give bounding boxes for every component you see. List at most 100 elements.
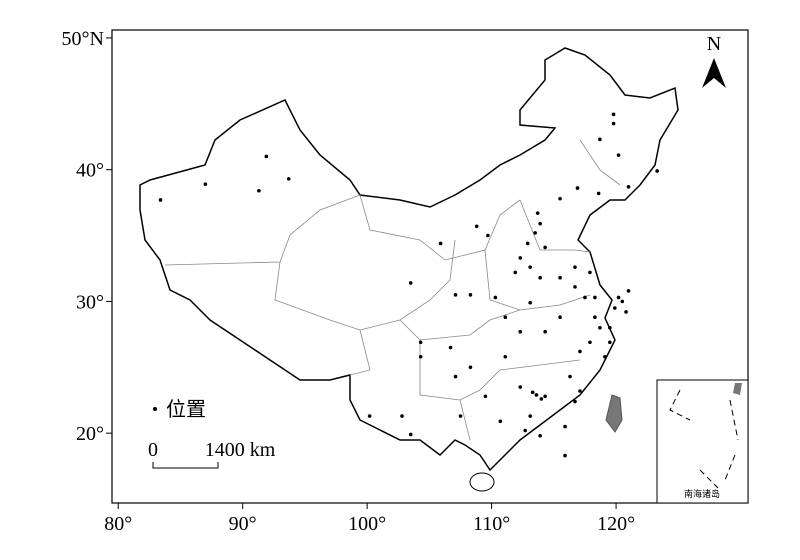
location-point xyxy=(264,154,269,159)
location-point xyxy=(538,221,542,226)
border xyxy=(349,329,371,376)
scale-bar xyxy=(152,462,219,469)
scale-end-label: 1400 km xyxy=(205,439,276,461)
location-point xyxy=(563,424,567,429)
location-point xyxy=(498,419,503,424)
location-point xyxy=(626,289,631,293)
location-point xyxy=(624,310,628,314)
north-arrow xyxy=(702,58,726,88)
location-point xyxy=(525,241,530,246)
location-point xyxy=(655,169,659,173)
x-tick-label: 80° xyxy=(104,513,132,535)
location-point xyxy=(453,293,458,297)
location-point xyxy=(408,281,413,285)
location-point xyxy=(593,315,597,320)
location-point xyxy=(483,394,488,399)
location-point xyxy=(503,354,508,359)
location-point xyxy=(596,191,601,196)
location-point xyxy=(563,453,567,458)
location-point xyxy=(543,394,547,399)
inset-label: 南海诸岛 xyxy=(684,488,720,499)
location-point xyxy=(578,349,582,354)
scale-start-label: 0 xyxy=(148,439,158,461)
y-tick-label: 40° xyxy=(76,160,104,182)
inset-taiwan xyxy=(733,383,742,395)
location-point xyxy=(575,186,580,190)
location-point xyxy=(438,241,443,246)
location-point xyxy=(598,325,602,330)
location-point xyxy=(513,270,518,275)
border xyxy=(359,194,521,261)
location-point xyxy=(468,365,473,370)
location-point xyxy=(603,354,607,359)
location-point xyxy=(573,285,577,289)
location-point xyxy=(418,354,423,359)
border xyxy=(519,199,591,253)
location-point xyxy=(543,245,547,250)
location-point xyxy=(468,293,473,297)
y-tick-label: 30° xyxy=(76,291,104,313)
location-point xyxy=(573,265,577,269)
location-point xyxy=(611,112,616,117)
location-point xyxy=(620,299,625,304)
location-point xyxy=(528,414,532,418)
location-point xyxy=(203,182,208,186)
location-point xyxy=(523,428,528,433)
hainan xyxy=(469,472,495,492)
north-label: N xyxy=(707,33,721,55)
location-point xyxy=(518,329,523,334)
location-point xyxy=(503,315,508,320)
location-point xyxy=(367,414,372,418)
x-tick-label: 90° xyxy=(229,513,257,535)
location-point xyxy=(418,340,423,345)
location-point xyxy=(611,121,616,126)
location-point xyxy=(257,188,261,193)
location-point xyxy=(528,300,532,305)
location-point xyxy=(474,224,479,229)
border xyxy=(274,239,456,331)
location-point xyxy=(530,390,535,395)
location-point xyxy=(558,196,562,201)
location-point xyxy=(558,275,562,280)
location-point xyxy=(535,211,540,215)
location-point xyxy=(558,315,562,320)
border xyxy=(579,139,621,186)
border xyxy=(164,194,361,266)
location-point xyxy=(453,374,458,379)
location-point xyxy=(613,306,617,310)
border xyxy=(419,340,581,401)
y-tick-label: 20° xyxy=(76,423,104,445)
location-point xyxy=(608,325,612,330)
location-point xyxy=(400,414,404,418)
location-point xyxy=(538,275,542,280)
province-borders xyxy=(164,139,621,441)
y-tick-label: 50°N xyxy=(62,28,104,50)
location-point xyxy=(588,340,592,345)
location-point xyxy=(533,231,537,235)
location-point xyxy=(539,397,544,401)
border xyxy=(459,399,471,441)
location-point xyxy=(626,184,631,189)
location-point xyxy=(543,329,547,334)
location-point xyxy=(286,177,291,181)
location-point xyxy=(493,295,498,300)
location-point xyxy=(616,153,621,157)
x-tick-label: 110° xyxy=(473,513,510,535)
x-tick-label: 100° xyxy=(348,513,386,535)
location-point xyxy=(598,137,602,142)
taiwan xyxy=(605,394,623,433)
location-point xyxy=(518,256,523,260)
location-point xyxy=(608,340,612,345)
inset-frame xyxy=(656,379,749,504)
location-point xyxy=(593,295,597,300)
border xyxy=(484,249,521,311)
map-frame xyxy=(111,29,749,504)
location-point xyxy=(518,385,523,389)
location-point xyxy=(486,233,490,238)
location-point xyxy=(568,374,572,379)
legend-marker xyxy=(153,407,157,411)
location-point xyxy=(578,389,582,393)
x-tick-label: 120° xyxy=(597,513,635,535)
location-point xyxy=(458,414,463,418)
location-point xyxy=(158,198,163,202)
